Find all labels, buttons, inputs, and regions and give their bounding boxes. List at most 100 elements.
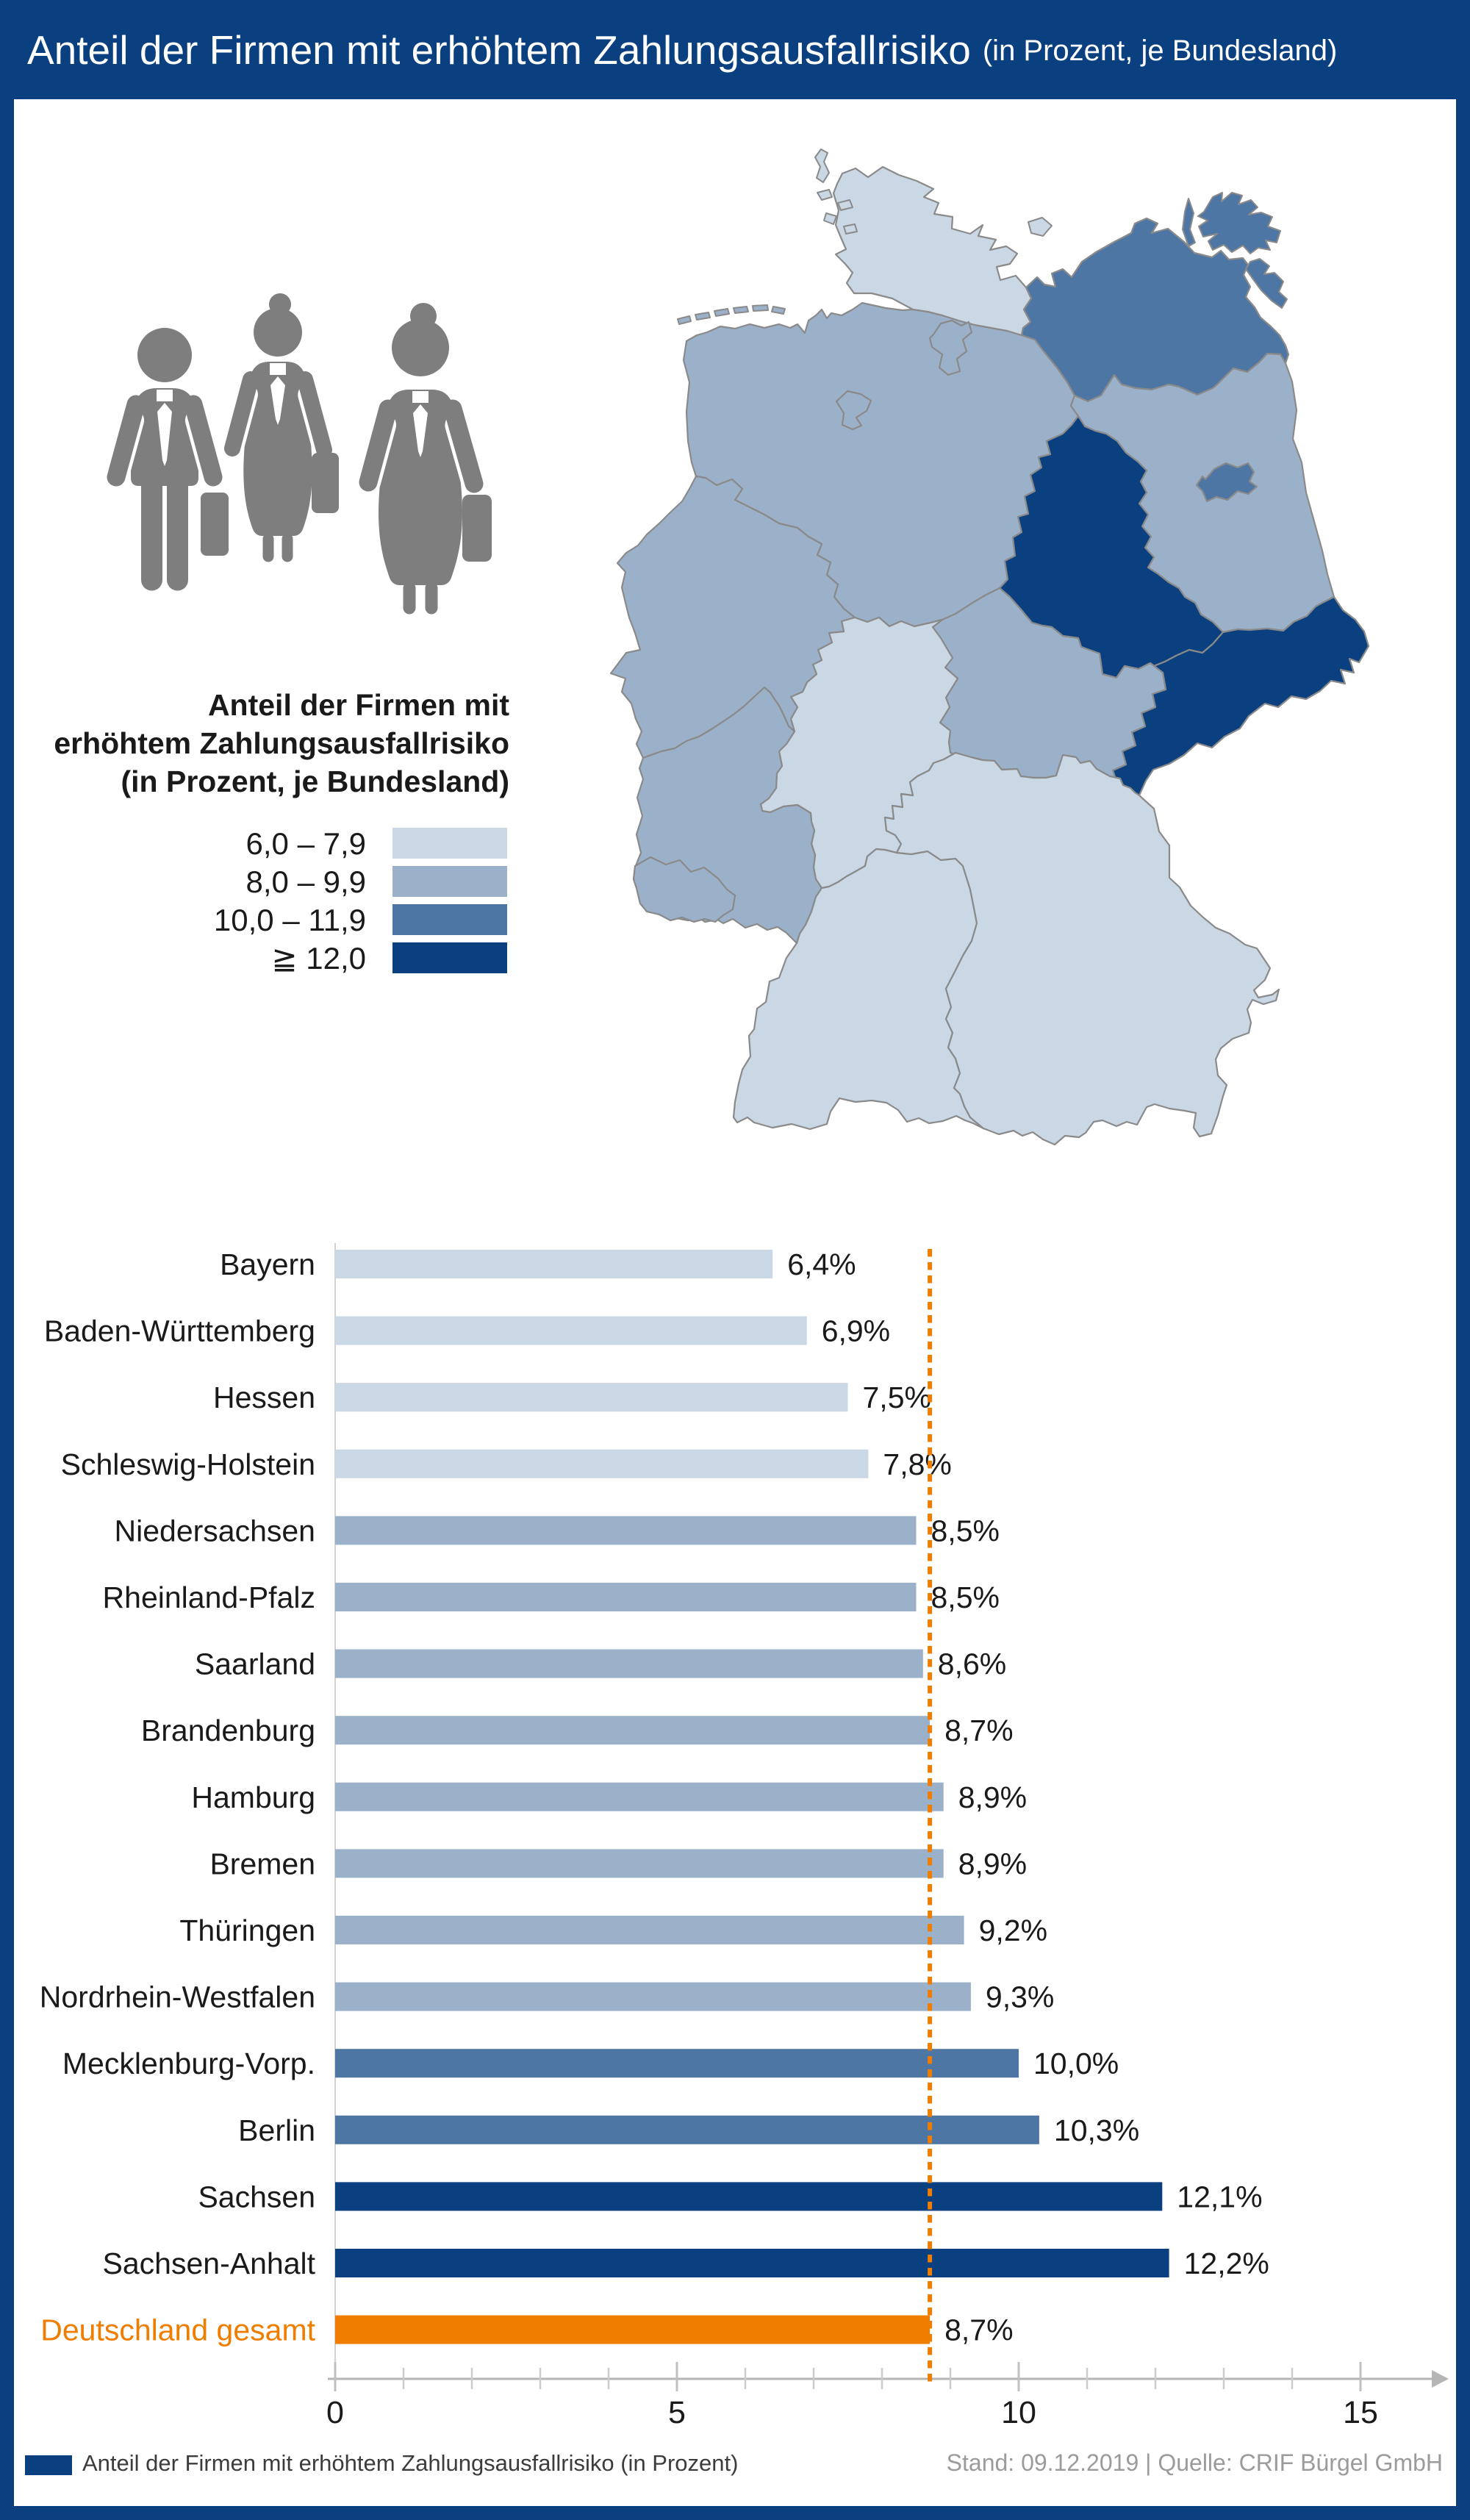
frame-left xyxy=(0,0,14,2520)
shape-line xyxy=(297,371,332,458)
bar xyxy=(335,2315,931,2344)
bar-category-label: Schleswig-Holstein xyxy=(61,1447,315,1481)
shape-line xyxy=(107,395,146,487)
chart-row: Deutschland gesamt 8,7% xyxy=(40,2313,1013,2347)
shape-path xyxy=(413,404,428,457)
bar-category-label: Brandenburg xyxy=(141,1714,315,1747)
bar-category-label: Hamburg xyxy=(191,1780,315,1814)
island-schleswig-holstein xyxy=(1028,217,1053,237)
state-bayern xyxy=(883,751,1280,1146)
bar-value-label: 7,5% xyxy=(863,1381,931,1414)
bar xyxy=(335,1250,773,1278)
bar-category-label: Rheinland-Pfalz xyxy=(103,1581,315,1614)
map-legend-row: 10,0 – 11,9 xyxy=(0,903,1470,937)
map-legend-color-swatch xyxy=(392,828,507,859)
map-legend-color-swatch xyxy=(392,904,507,935)
island-niedersachsen xyxy=(752,304,769,312)
map-legend-range-label: ≧ 12,0 xyxy=(271,941,366,976)
bar xyxy=(335,1583,917,1611)
bar-value-label: 9,3% xyxy=(986,1980,1054,2014)
bar xyxy=(335,1849,944,1878)
bar-category-label: Sachsen xyxy=(198,2180,315,2213)
page-subtitle: (in Prozent, je Bundesland) xyxy=(982,35,1338,67)
island-niedersachsen xyxy=(677,315,692,325)
bar-value-label: 10,3% xyxy=(1054,2113,1139,2147)
frame-bottom xyxy=(0,2506,1470,2520)
bar-value-label: 8,5% xyxy=(931,1514,1000,1547)
chart-row: Schleswig-Holstein 7,8% xyxy=(61,1447,952,1481)
header-bar: Anteil der Firmen mit erhöhtem Zahlungsa… xyxy=(0,0,1470,99)
x-axis-tick-label: 5 xyxy=(668,2395,686,2426)
chart-row: Bremen 8,9% xyxy=(209,1847,1027,1880)
bar-category-label: Mecklenburg-Vorp. xyxy=(62,2047,315,2080)
bar xyxy=(335,2182,1163,2211)
bar-chart: Bayern 6,4% Baden-Württemberg 6,9% Hessen 7,5… xyxy=(40,1243,1449,2426)
shape-path xyxy=(157,403,172,466)
shape-circle xyxy=(254,308,302,357)
shape-line xyxy=(443,399,484,493)
bar xyxy=(335,1516,917,1545)
bar-value-label: 8,6% xyxy=(938,1647,1006,1681)
bar-value-label: 6,9% xyxy=(822,1314,890,1348)
island-mecklenburg-vorpommern xyxy=(1182,198,1196,247)
bar-value-label: 9,2% xyxy=(979,1914,1047,1947)
map-legend-row: 6,0 – 7,9 xyxy=(0,828,1470,860)
businesswoman-icon xyxy=(356,303,492,615)
shape-line xyxy=(359,399,398,492)
x-axis-arrow xyxy=(1432,2370,1449,2388)
chart-row: Hessen 7,5% xyxy=(213,1381,931,1414)
shape-circle xyxy=(392,319,449,376)
state-saarland xyxy=(632,856,736,923)
map-legend-title-line: (in Prozent, je Bundesland) xyxy=(121,765,509,798)
bar-category-label: Deutschland gesamt xyxy=(40,2313,315,2347)
map-legend-row: ≧ 12,0 xyxy=(0,941,1470,976)
map-legend-title-line: erhöhtem Zahlungsausfallrisiko xyxy=(54,726,509,760)
shape-rect xyxy=(312,453,339,513)
state-berlin xyxy=(1195,462,1258,503)
state-hamburg xyxy=(928,319,973,376)
footer-legend-swatch xyxy=(25,2455,72,2475)
chart-row: Sachsen 12,1% xyxy=(198,2180,1262,2213)
shape-path xyxy=(379,390,462,585)
bar-value-label: 12,2% xyxy=(1184,2247,1269,2280)
shape-path xyxy=(243,362,312,536)
bar xyxy=(335,1982,971,2011)
bar-category-label: Nordrhein-Westfalen xyxy=(40,1980,315,2014)
frame-right xyxy=(1456,0,1470,2520)
x-axis-tick-label: 15 xyxy=(1343,2395,1378,2426)
bar xyxy=(335,2115,1039,2144)
state-bremen xyxy=(835,390,872,431)
chart-row: Rheinland-Pfalz 8,5% xyxy=(103,1581,1000,1614)
map-legend-color-swatch xyxy=(392,866,507,897)
chart-row: Berlin 10,3% xyxy=(238,2113,1139,2147)
chart-row: Mecklenburg-Vorp. 10,0% xyxy=(62,2047,1119,2080)
bar-category-label: Berlin xyxy=(238,2113,315,2147)
bar xyxy=(335,1383,848,1412)
page-title: Anteil der Firmen mit erhöhtem Zahlungsa… xyxy=(27,26,971,73)
shape-rect xyxy=(462,495,492,562)
bar-category-label: Thüringen xyxy=(179,1914,315,1947)
bar-category-label: Sachsen-Anhalt xyxy=(103,2247,316,2280)
businesspeople-icon xyxy=(104,293,492,615)
map-legend-range-label: 10,0 – 11,9 xyxy=(213,903,366,937)
island-schleswig-holstein xyxy=(843,223,858,235)
chart-row: Thüringen 9,2% xyxy=(179,1914,1047,1947)
map-legend-range-label: 8,0 – 9,9 xyxy=(245,865,366,899)
bar xyxy=(335,1449,869,1478)
footer-source-text: Stand: 09.12.2019 | Quelle: CRIF Bürgel … xyxy=(946,2449,1443,2476)
bar xyxy=(335,1316,807,1345)
island-niedersachsen xyxy=(695,312,711,321)
bar-category-label: Baden-Württemberg xyxy=(44,1314,315,1348)
bar-category-label: Bayern xyxy=(220,1248,315,1281)
island-schleswig-holstein xyxy=(814,148,830,183)
chart-row: Saarland 8,6% xyxy=(195,1647,1006,1681)
shape-rect xyxy=(270,363,286,375)
shape-rect xyxy=(157,390,173,401)
map-legend-row: 8,0 – 9,9 xyxy=(0,865,1470,899)
businessman-icon xyxy=(104,328,229,591)
bar-category-label: Hessen xyxy=(213,1381,315,1414)
map-legend-title-line: Anteil der Firmen mit xyxy=(207,688,509,722)
shape-rect xyxy=(201,493,229,556)
island-schleswig-holstein xyxy=(837,199,853,211)
